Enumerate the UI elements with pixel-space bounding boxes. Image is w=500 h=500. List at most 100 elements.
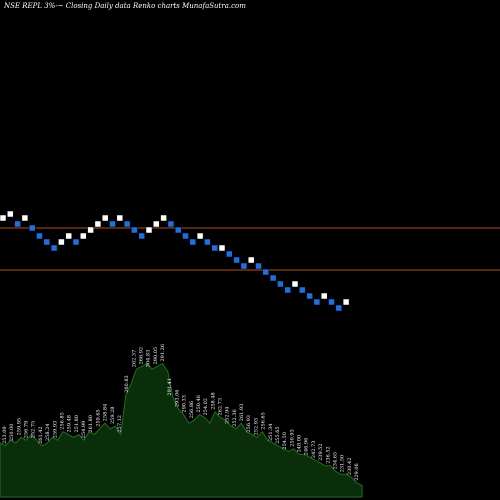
renko-brick-down bbox=[277, 280, 284, 288]
renko-brick-down bbox=[328, 298, 335, 306]
volume-tick-label: 262.73 bbox=[218, 398, 224, 416]
renko-brick-down bbox=[240, 262, 248, 270]
renko-brick-down bbox=[262, 268, 270, 276]
volume-tick-label: 262.37 bbox=[131, 350, 137, 368]
volume-tick-label: 236.52 bbox=[325, 446, 331, 464]
volume-tick-label: 293.06 bbox=[174, 390, 180, 408]
renko-brick-up bbox=[196, 232, 204, 240]
volume-tick-label: 256.93 bbox=[246, 415, 252, 433]
volume-tick-label: 251.80 bbox=[74, 415, 80, 433]
volume-tick-label: 242.73 bbox=[311, 441, 317, 459]
renko-brick-down bbox=[43, 238, 51, 246]
renko-brick-down bbox=[14, 220, 21, 228]
renko-brick-down bbox=[174, 226, 182, 234]
renko-brick-up bbox=[218, 244, 226, 252]
renko-brick-up bbox=[291, 280, 299, 288]
volume-tick-label: 256.86 bbox=[189, 401, 195, 419]
renko-brick-down bbox=[269, 274, 277, 282]
renko-brick-up bbox=[0, 214, 7, 222]
renko-brick-down bbox=[226, 250, 233, 258]
renko-brick-up bbox=[320, 292, 328, 300]
renko-brick-down bbox=[233, 256, 240, 264]
volume-tick-label: 259.93 bbox=[52, 421, 58, 439]
level-lines-layer bbox=[0, 227, 500, 271]
renko-brick-up bbox=[80, 232, 87, 240]
renko-bricks-layer bbox=[0, 210, 350, 312]
volume-tick-label: 250.46 bbox=[196, 395, 202, 413]
volume-tick-label: 259.65 bbox=[95, 409, 101, 427]
renko-brick-down bbox=[306, 292, 313, 300]
renko-brick-down bbox=[138, 232, 145, 240]
volume-tick-label: 290.33 bbox=[182, 395, 188, 413]
volume-tick-label: 252.93 bbox=[253, 418, 259, 436]
volume-tick-label: 259.28 bbox=[110, 407, 116, 425]
volume-tick-label: 246.96 bbox=[304, 438, 310, 456]
renko-brick-up bbox=[101, 214, 109, 222]
volume-tick-label: 261.93 bbox=[239, 404, 245, 422]
volume-tick-label: 252.36 bbox=[232, 409, 238, 427]
renko-brick-up bbox=[247, 256, 255, 264]
renko-brick-down bbox=[182, 232, 189, 240]
renko-brick-up bbox=[21, 214, 29, 222]
volume-tick-label: 256.85 bbox=[60, 412, 66, 430]
renko-brick-down bbox=[131, 226, 138, 234]
volume-tick-label: 291.26 bbox=[160, 344, 166, 362]
volume-tick-label: 254.02 bbox=[203, 398, 209, 416]
volume-tick-label: 258.48 bbox=[210, 392, 216, 410]
volume-tick-label: 256.65 bbox=[261, 412, 267, 430]
renko-brick-down bbox=[50, 244, 58, 252]
renko-brick-down bbox=[109, 220, 116, 228]
volume-tick-label: 252.94 bbox=[225, 407, 231, 425]
renko-brick-down bbox=[284, 286, 291, 294]
volume-tick-label: 260.83 bbox=[124, 375, 130, 393]
volume-area bbox=[0, 362, 363, 498]
volume-tick-label: 248.00 bbox=[297, 435, 303, 453]
renko-brick-down bbox=[204, 238, 211, 246]
volume-tick-label: 229.06 bbox=[354, 463, 360, 481]
renko-brick-up bbox=[342, 298, 350, 306]
renko-brick-up bbox=[153, 220, 160, 228]
renko-brick-up bbox=[160, 214, 167, 222]
volume-tick-label: 258.84 bbox=[103, 404, 109, 422]
renko-brick-up bbox=[58, 238, 65, 246]
volume-tick-label: 261.80 bbox=[88, 415, 94, 433]
volume-tick-label: 304.83 bbox=[146, 350, 152, 368]
volume-tick-label: 250.00 bbox=[9, 424, 15, 442]
volume-tick-label: 231.50 bbox=[340, 455, 346, 473]
volume-tick-label: 258.24 bbox=[45, 424, 51, 442]
volume-tick-label: 254.99 bbox=[81, 421, 87, 439]
volume-tick-label: 256.79 bbox=[24, 421, 30, 439]
renko-brick-down bbox=[36, 232, 43, 240]
volume-tick-label: 230.42 bbox=[347, 458, 353, 476]
renko-brick-up bbox=[7, 210, 14, 218]
renko-brick-down bbox=[123, 220, 131, 228]
renko-brick-down bbox=[28, 224, 36, 232]
volume-tick-labels-layer: 253.09 250.00 259.95 256.79 252.75 261.42 258.… bbox=[2, 344, 360, 481]
volume-tick-label: 252.75 bbox=[31, 421, 37, 439]
renko-brick-up bbox=[87, 226, 94, 234]
renko-brick-down bbox=[72, 238, 80, 246]
volume-tick-label: 259.48 bbox=[67, 415, 73, 433]
volume-tick-label: 257.12 bbox=[117, 415, 123, 433]
renko-brick-down bbox=[255, 262, 262, 270]
renko-brick-down bbox=[167, 220, 175, 228]
renko-brick-down bbox=[211, 244, 218, 252]
volume-tick-label: 261.42 bbox=[38, 426, 44, 444]
renko-brick-up bbox=[145, 226, 153, 234]
renko-brick-down bbox=[335, 304, 343, 312]
volume-tick-label: 266.92 bbox=[139, 347, 145, 365]
renko-brick-down bbox=[299, 286, 306, 294]
volume-tick-label: 255.65 bbox=[275, 426, 281, 444]
volume-tick-label: 290.05 bbox=[153, 347, 159, 365]
chart-title: NSE REPL 3%-~ Closing Daily data Renko c… bbox=[4, 2, 246, 10]
volume-tick-label: 239.52 bbox=[318, 443, 324, 461]
volume-tick-label: 234.65 bbox=[332, 452, 338, 470]
volume-tick-label: 250.93 bbox=[289, 429, 295, 447]
volume-tick-label: 259.95 bbox=[16, 418, 22, 436]
volume-tick-label: 291.41 bbox=[167, 378, 173, 396]
volume-tick-label: 251.34 bbox=[268, 424, 274, 442]
renko-brick-down bbox=[189, 238, 197, 246]
volume-tick-label: 253.09 bbox=[2, 426, 8, 444]
